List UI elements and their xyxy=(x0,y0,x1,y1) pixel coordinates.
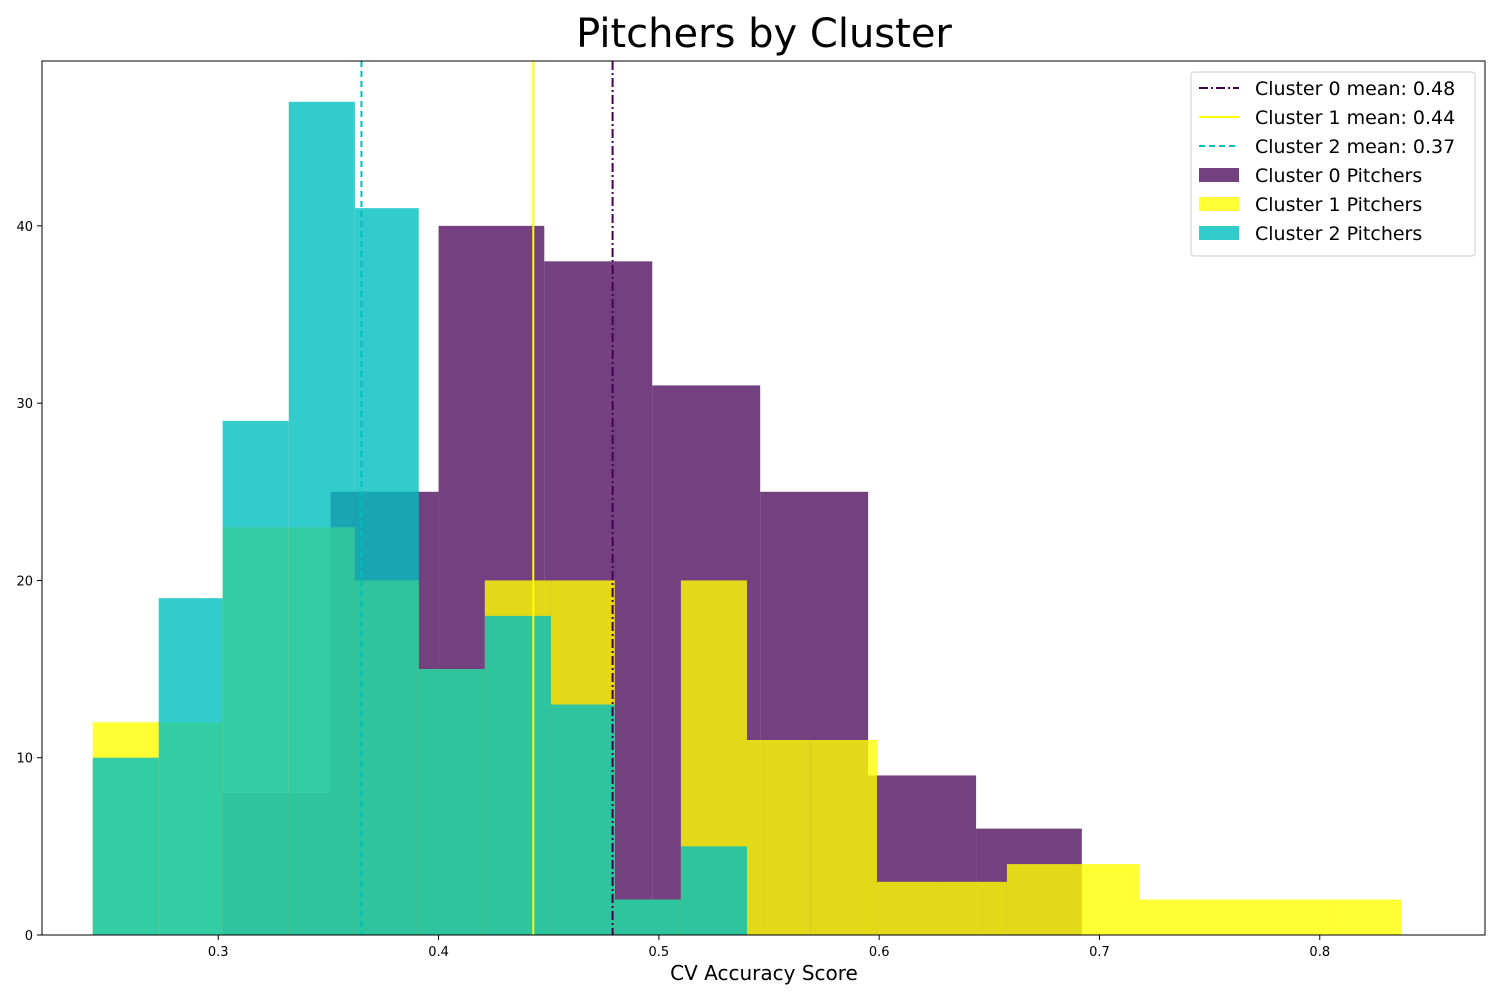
legend: Cluster 0 mean: 0.48 Cluster 1 mean: 0.44… xyxy=(1190,71,1476,257)
histogram-bar xyxy=(876,881,944,935)
legend-label: Cluster 0 Pitchers xyxy=(1255,165,1422,187)
legend-entry: Cluster 0 mean: 0.48 xyxy=(1199,78,1455,100)
histogram-bar xyxy=(484,615,551,935)
y-tick-label: 30 xyxy=(16,397,33,412)
histogram-bar xyxy=(1139,899,1206,935)
legend-entry: Cluster 1 mean: 0.44 xyxy=(1199,107,1455,129)
histogram-bar xyxy=(222,420,289,935)
legend-entry: Cluster 1 Pitchers xyxy=(1199,194,1422,216)
x-tick-label: 0.5 xyxy=(649,945,670,960)
y-tick-label: 40 xyxy=(16,220,33,235)
histogram-bar xyxy=(1335,899,1402,935)
histogram-bar xyxy=(1006,864,1074,935)
legend-patch-swatch xyxy=(1199,168,1239,182)
histogram-bar xyxy=(418,669,485,935)
legend-entry: Cluster 0 Pitchers xyxy=(1199,165,1422,187)
histogram-bar xyxy=(92,757,159,935)
legend-patch-swatch xyxy=(1199,226,1239,240)
legend-label: Cluster 1 mean: 0.44 xyxy=(1255,107,1455,129)
x-tick-label: 0.7 xyxy=(1089,945,1110,960)
histogram-bar xyxy=(550,704,615,935)
histogram-bar xyxy=(614,899,681,935)
series-2 xyxy=(92,101,747,935)
legend-entry: Cluster 2 Pitchers xyxy=(1199,223,1422,245)
x-tick-label: 0.6 xyxy=(869,945,890,960)
legend-box xyxy=(1190,71,1476,257)
legend-label: Cluster 2 Pitchers xyxy=(1255,223,1422,245)
x-tick-label: 0.3 xyxy=(208,945,229,960)
legend-patch-swatch xyxy=(1199,197,1239,211)
x-axis-title: CV Accuracy Score xyxy=(670,961,858,985)
chart-title: Pitchers by Cluster xyxy=(576,11,952,57)
histogram-bar xyxy=(1073,864,1140,935)
x-tick-label: 0.8 xyxy=(1309,945,1330,960)
histogram-bar xyxy=(354,208,419,935)
histogram-bar xyxy=(943,881,1007,935)
y-axis: 0 10 20 30 40 xyxy=(16,220,42,944)
x-axis: 0.3 0.4 0.5 0.6 0.7 0.8 xyxy=(208,935,1330,960)
histogram-bar xyxy=(810,739,877,935)
plot-frame xyxy=(41,60,1486,936)
legend-label: Cluster 1 Pitchers xyxy=(1255,194,1422,216)
legend-label: Cluster 2 mean: 0.37 xyxy=(1255,136,1455,158)
y-tick-label: 10 xyxy=(16,752,33,767)
x-tick-label: 0.4 xyxy=(428,945,449,960)
histogram-bar xyxy=(158,598,223,935)
y-tick-label: 20 xyxy=(16,574,33,589)
histogram-bar xyxy=(1269,899,1336,935)
histogram-bar xyxy=(288,101,355,935)
legend-label: Cluster 0 mean: 0.48 xyxy=(1255,78,1455,100)
histogram-bar xyxy=(680,846,747,935)
histogram-bar xyxy=(1205,899,1270,935)
histogram-bar xyxy=(746,739,811,935)
legend-entry: Cluster 2 mean: 0.37 xyxy=(1199,136,1455,158)
y-tick-label: 0 xyxy=(25,929,33,944)
